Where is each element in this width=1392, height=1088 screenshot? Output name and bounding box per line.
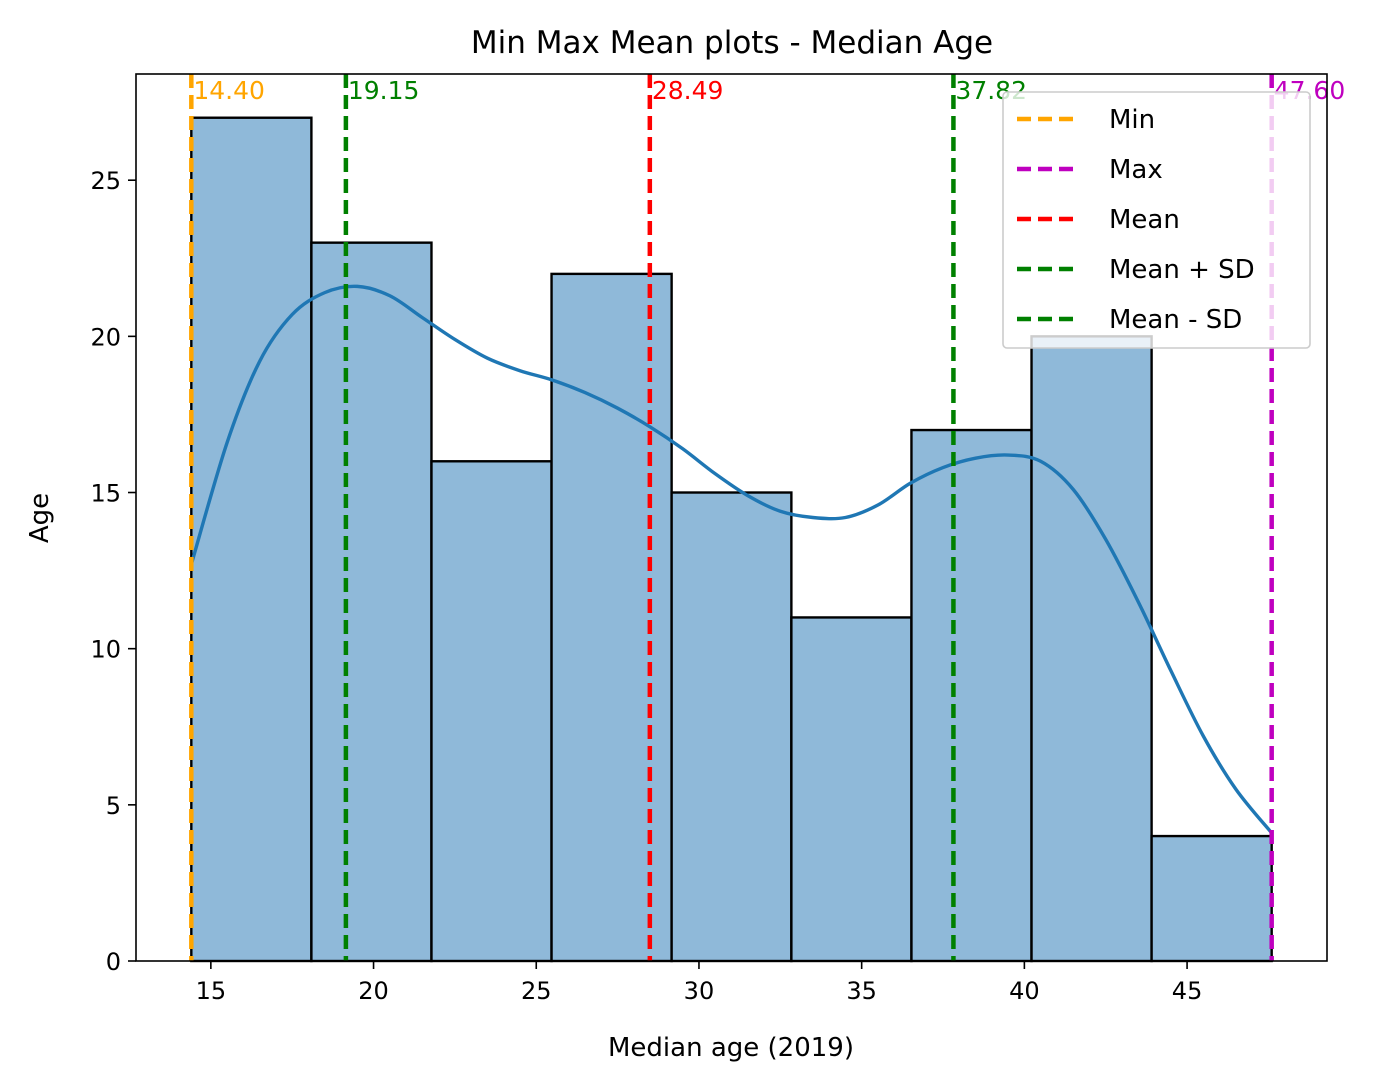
plot-frame: [135, 73, 1328, 962]
y-tick-label: 5: [106, 792, 121, 820]
legend-label-mean-sd: Mean - SD: [1109, 305, 1242, 335]
x-tick-label: 15: [196, 977, 227, 1005]
legend-box: [1002, 91, 1311, 349]
kde-curve: [189, 284, 1273, 835]
histogram-bar-3: [430, 460, 553, 963]
histogram-bar-4: [550, 272, 673, 963]
histogram-bar-2: [310, 241, 433, 963]
x-tick-label: 35: [846, 977, 877, 1005]
y-tick-label: 0: [106, 948, 121, 976]
kde-curve-group: [189, 284, 1273, 835]
x-tick-label: 25: [521, 977, 552, 1005]
vline-label-mean-sd: 19.15: [348, 76, 420, 105]
x-tick-label: 20: [358, 977, 389, 1005]
legend-label-mean: Mean: [1109, 205, 1180, 235]
legend-label-min: Min: [1109, 105, 1155, 135]
legend: Min Max Mean Mean + SD Mean - SD: [1002, 91, 1311, 349]
histogram-bar-8: [1030, 335, 1153, 963]
x-axis-ticks: 15 20 25 30 35 40 45: [196, 961, 1203, 1005]
x-axis-label: Median age (2019): [608, 1033, 854, 1063]
chart-title: Min Max Mean plots - Median Age: [471, 25, 993, 61]
y-tick-label: 25: [90, 167, 121, 195]
histogram-bar-1: [190, 116, 313, 963]
histogram-bar-5: [670, 491, 793, 963]
legend-label-mean-plus-sd: Mean + SD: [1109, 255, 1255, 285]
y-axis-ticks: 0 5 10 15 20 25: [90, 167, 136, 976]
histogram-bar-6: [790, 616, 913, 963]
histogram-bars: [190, 116, 1273, 963]
legend-label-max: Max: [1109, 155, 1163, 185]
x-tick-label: 30: [684, 977, 715, 1005]
x-tick-label: 45: [1172, 977, 1203, 1005]
y-tick-label: 10: [90, 636, 121, 664]
y-tick-label: 15: [90, 480, 121, 508]
histogram-bar-9: [1150, 834, 1273, 963]
vline-label-min: 14.40: [193, 76, 265, 105]
histogram-bar-7: [910, 428, 1033, 963]
vline-label-mean: 28.49: [652, 76, 724, 105]
x-tick-label: 40: [1009, 977, 1040, 1005]
y-axis-label: Age: [25, 493, 55, 543]
y-tick-label: 20: [90, 323, 121, 351]
